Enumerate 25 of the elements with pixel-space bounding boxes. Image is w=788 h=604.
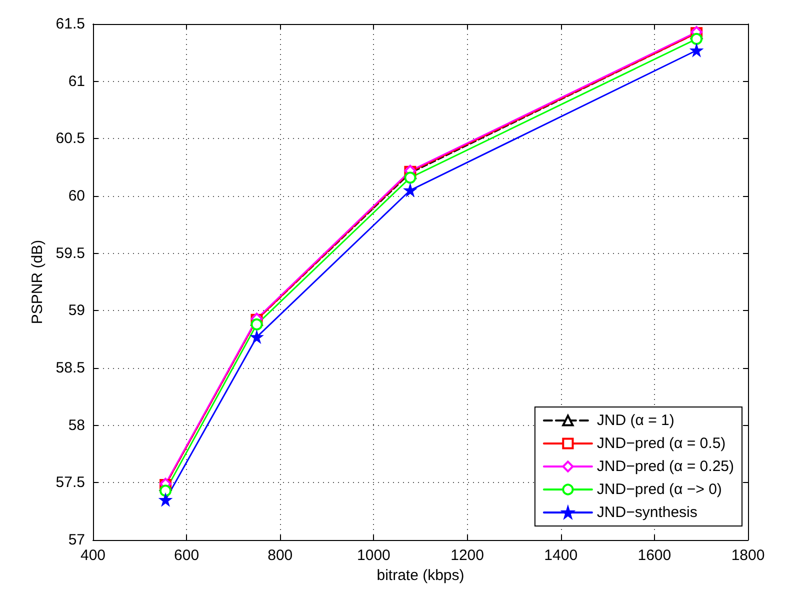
x-tick-label: 800 [268, 547, 293, 564]
y-tick-label: 59.5 [56, 244, 85, 262]
legend-label: JND−pred (α −> 0) [596, 481, 722, 498]
x-tick-label: 600 [174, 547, 200, 564]
y-tick-label: 58.5 [56, 360, 85, 376]
y-axis-title: PSPNR (dB) [28, 240, 46, 324]
x-tick-label: 1800 [731, 547, 765, 564]
legend-label: JND (α = 1) [596, 412, 674, 429]
x-tick-label: 1400 [544, 547, 578, 564]
legend-label: JND−synthesis [596, 504, 698, 521]
y-tick-label: 61.5 [56, 16, 85, 32]
y-tick-label: 61 [68, 72, 85, 90]
y-tick-label: 59 [68, 302, 85, 320]
x-tick-label: 1600 [638, 547, 672, 564]
x-tick-label: 1000 [357, 547, 390, 564]
legend-label: JND−pred (α = 0.5) [596, 435, 726, 452]
legend-label: JND−pred (α = 0.25) [596, 458, 734, 475]
y-tick-label: 57.5 [56, 474, 85, 492]
y-tick-label: 58 [68, 416, 85, 434]
y-tick-label: 60 [68, 188, 85, 204]
x-axis-title: bitrate (kbps) [376, 566, 464, 584]
x-tick-label: 400 [80, 547, 106, 564]
y-tick-label: 57 [68, 532, 85, 548]
y-tick-label: 60.5 [56, 130, 85, 148]
x-tick-label: 1200 [450, 547, 484, 564]
